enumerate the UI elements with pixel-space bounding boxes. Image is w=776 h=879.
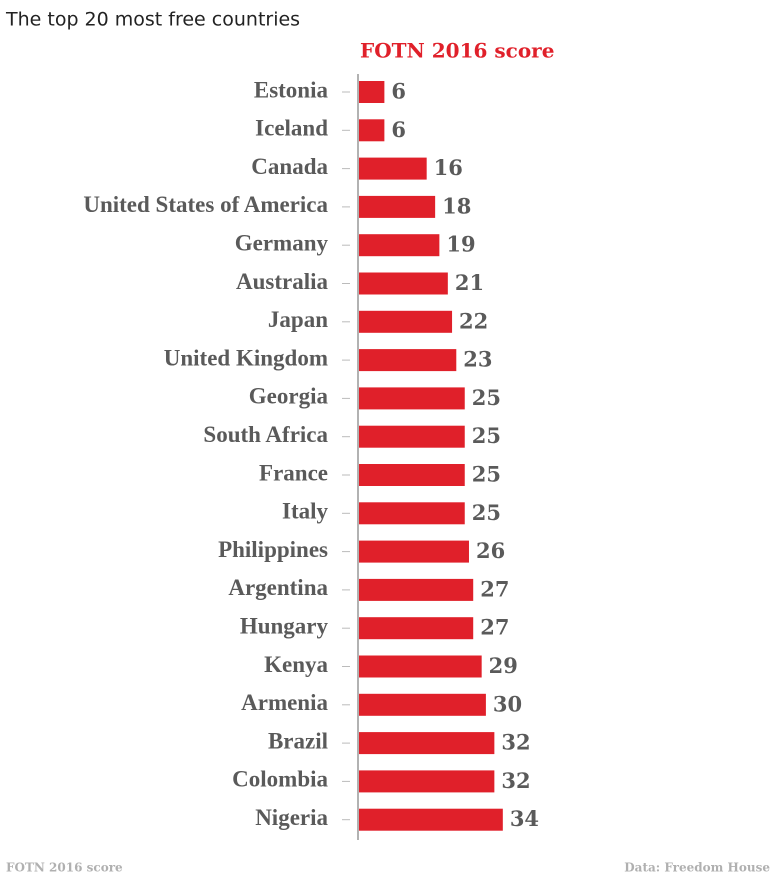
value-label: 22	[459, 308, 488, 333]
value-label: 19	[446, 232, 475, 257]
chart-title: The top 20 most free countries	[5, 9, 300, 31]
bar	[359, 272, 448, 295]
category-label: Estonia	[254, 77, 329, 102]
source: Data: Freedom House	[624, 861, 770, 875]
category-label: Canada	[251, 154, 328, 179]
chart-subtitle: FOTN 2016 score	[360, 39, 554, 63]
bar	[359, 234, 440, 257]
value-label: 25	[472, 423, 501, 448]
category-label: Colombia	[232, 767, 328, 792]
bar	[359, 655, 482, 678]
bar	[359, 119, 385, 142]
category-label: Kenya	[264, 652, 328, 677]
value-label: 18	[442, 193, 471, 218]
value-label: 26	[476, 538, 505, 563]
category-label: United Kingdom	[164, 345, 328, 370]
footer-label: FOTN 2016 score	[6, 861, 123, 875]
bar	[359, 693, 486, 716]
category-label: Georgia	[249, 384, 329, 409]
category-label: Italy	[282, 499, 329, 524]
bar	[359, 157, 427, 180]
value-label: 30	[493, 691, 522, 716]
category-label: France	[259, 460, 328, 485]
value-label: 23	[463, 347, 492, 372]
bar	[359, 349, 457, 372]
bar	[359, 502, 465, 525]
category-label: Armenia	[241, 690, 328, 715]
bar	[359, 540, 469, 563]
bar	[359, 808, 503, 831]
bar	[359, 81, 385, 103]
bar	[359, 617, 474, 640]
value-label: 6	[391, 79, 406, 104]
category-label: Germany	[235, 230, 329, 255]
bar	[359, 578, 474, 601]
value-label: 29	[489, 653, 518, 678]
value-label: 27	[480, 615, 509, 640]
category-label: Argentina	[228, 575, 328, 600]
category-label: South Africa	[203, 422, 328, 447]
bar	[359, 387, 465, 410]
category-label: Nigeria	[255, 805, 328, 830]
category-label: Brazil	[268, 728, 328, 753]
value-label: 25	[472, 462, 501, 487]
value-label: 6	[391, 117, 406, 142]
value-label: 34	[510, 806, 539, 831]
category-label: Australia	[236, 269, 329, 294]
value-label: 16	[434, 155, 463, 180]
value-label: 25	[472, 385, 501, 410]
category-label: United States of America	[83, 192, 328, 217]
bar	[359, 770, 495, 793]
category-label: Hungary	[240, 613, 329, 638]
value-label: 25	[472, 500, 501, 525]
bar	[359, 464, 465, 486]
bar	[359, 195, 436, 218]
bar	[359, 310, 453, 333]
bar	[359, 425, 465, 448]
bar	[359, 732, 495, 755]
category-label: Japan	[268, 307, 328, 332]
value-label: 27	[480, 576, 509, 601]
value-label: 32	[501, 730, 530, 755]
value-label: 32	[501, 768, 530, 793]
category-label: Philippines	[218, 537, 328, 562]
category-label: Iceland	[255, 116, 328, 141]
value-label: 21	[455, 270, 484, 295]
